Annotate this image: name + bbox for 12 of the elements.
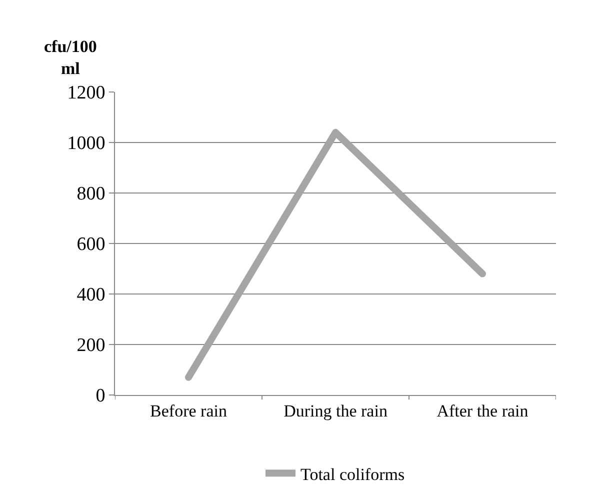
y-tick-label: 1000 xyxy=(67,133,106,154)
y-tick-label: 800 xyxy=(76,184,106,205)
legend-label: Total coliforms xyxy=(300,464,405,484)
x-tick-label: During the rain xyxy=(284,401,388,420)
x-tick-label: After the rain xyxy=(436,401,529,420)
y-tick-label: 1200 xyxy=(67,82,106,104)
y-tick-label: 0 xyxy=(96,386,106,407)
y-tick-label: 200 xyxy=(76,335,106,356)
y-tick-label: 400 xyxy=(76,284,106,306)
y-axis-title: cfu/100 ml xyxy=(44,37,97,78)
y-tick-label: 600 xyxy=(76,234,106,256)
x-tick-label: Before rain xyxy=(150,401,228,420)
